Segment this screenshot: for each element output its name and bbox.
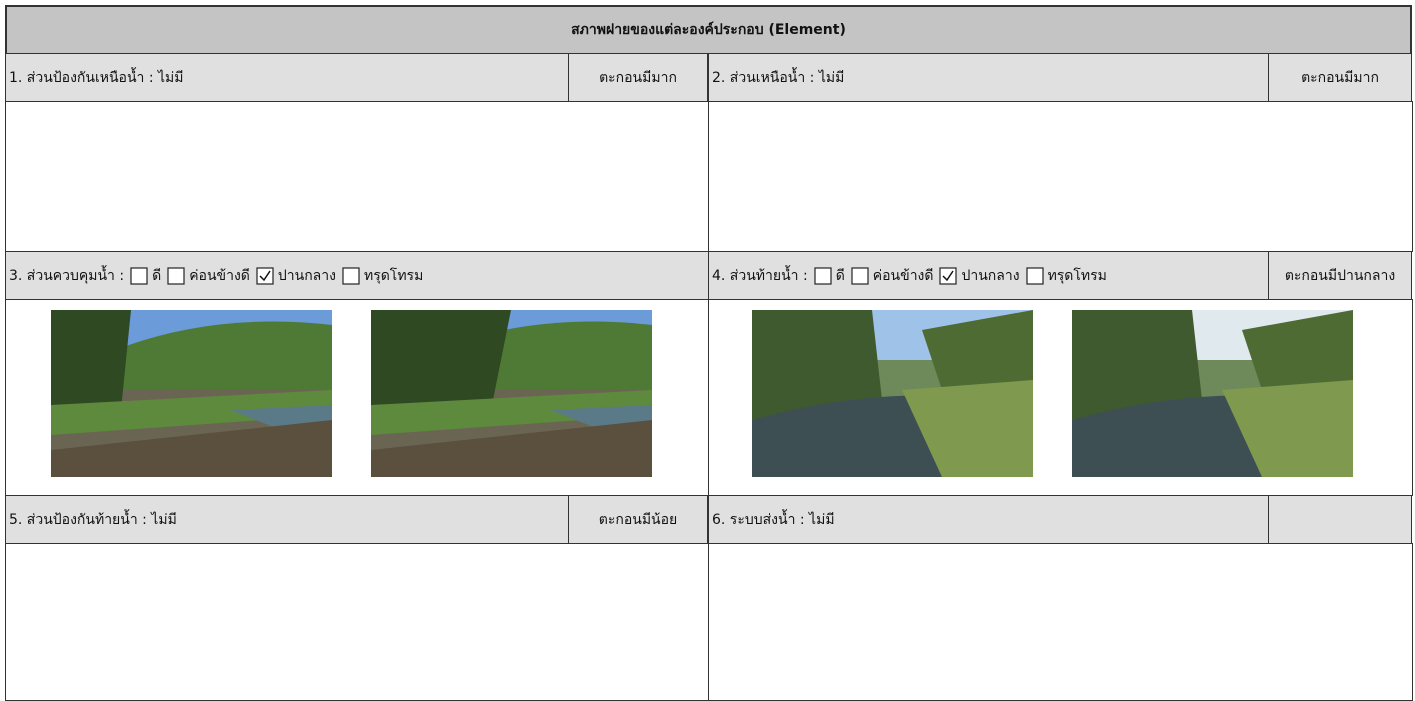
section-body — [5, 543, 709, 701]
site-photo — [1072, 310, 1353, 477]
section-body — [708, 299, 1413, 496]
section-label: 6. ระบบส่งน้ำ : ไม่มี — [712, 511, 835, 528]
section-header: 5. ส่วนป้องกันท้ายน้ำ : ไม่มี — [5, 495, 569, 544]
option-text: ปานกลาง — [277, 267, 336, 284]
section-label: 1. ส่วนป้องกันเหนือน้ำ : ไม่มี — [9, 69, 184, 86]
condition-option: ค่อนข้างดี — [851, 265, 934, 287]
sediment-text: ตะกอนมีน้อย — [598, 511, 678, 528]
checkbox — [342, 266, 360, 285]
section-body — [708, 101, 1413, 252]
checkbox — [256, 266, 274, 285]
checkbox — [814, 266, 832, 285]
condition-option: ดี — [814, 265, 845, 287]
section-header: 6. ระบบส่งน้ำ : ไม่มี — [708, 495, 1269, 544]
sediment-cell — [1268, 495, 1412, 544]
sediment-text: ตะกอนมีมาก — [599, 69, 677, 86]
section-header: 3. ส่วนควบคุมน้ำ : ดี ค่อนข้างดี ปานกลาง ทรุ… — [5, 251, 709, 300]
sediment-cell: ตะกอนมีน้อย — [568, 495, 708, 544]
checkbox — [939, 266, 958, 285]
condition-option: ดี — [130, 265, 161, 287]
condition-option: ค่อนข้างดี — [167, 265, 250, 287]
check-mark — [942, 270, 955, 281]
sediment-text: ตะกอนมีปานกลาง — [1284, 267, 1396, 284]
condition-option: ทรุดโทรม — [1025, 265, 1107, 287]
checkbox — [1025, 266, 1044, 285]
option-text: ดี — [835, 267, 845, 284]
section-body — [5, 299, 709, 496]
form-title: สภาพฝายของแต่ละองค์ประกอบ (Element) — [5, 5, 1412, 54]
option-text: ทรุดโทรม — [363, 267, 424, 284]
option-text: ค่อนข้างดี — [872, 267, 934, 284]
checkbox — [851, 266, 869, 285]
section-label: 4. ส่วนท้ายน้ำ : — [712, 267, 808, 284]
section-header: 4. ส่วนท้ายน้ำ : ดี ค่อนข้างดี ปานกลาง ทรุดโ… — [708, 251, 1269, 300]
section-label: 2. ส่วนเหนือน้ำ : ไม่มี — [712, 69, 845, 86]
condition-option: ปานกลาง — [939, 265, 1020, 287]
sediment-cell: ตะกอนมีมาก — [1268, 53, 1412, 102]
site-photo — [752, 310, 1033, 477]
section-label: 3. ส่วนควบคุมน้ำ : — [9, 267, 125, 284]
sediment-cell: ตะกอนมีปานกลาง — [1268, 251, 1412, 300]
option-text: ดี — [152, 267, 162, 284]
site-photo — [371, 310, 652, 477]
section-body — [708, 543, 1413, 701]
option-text: ค่อนข้างดี — [189, 267, 250, 284]
section-body — [5, 101, 709, 252]
checkbox — [130, 266, 148, 285]
condition-option: ทรุดโทรม — [342, 265, 423, 287]
section-header: 2. ส่วนเหนือน้ำ : ไม่มี — [708, 53, 1269, 102]
option-text: ทรุดโทรม — [1047, 267, 1107, 284]
section-label: 5. ส่วนป้องกันท้ายน้ำ : ไม่มี — [9, 511, 177, 528]
condition-option: ปานกลาง — [256, 265, 336, 287]
sediment-cell: ตะกอนมีมาก — [568, 53, 708, 102]
site-photo — [51, 310, 332, 477]
checkbox — [167, 266, 185, 285]
section-header: 1. ส่วนป้องกันเหนือน้ำ : ไม่มี — [5, 53, 569, 102]
option-text: ปานกลาง — [961, 267, 1020, 284]
sediment-text: ตะกอนมีมาก — [1301, 69, 1379, 86]
check-mark — [259, 270, 271, 281]
